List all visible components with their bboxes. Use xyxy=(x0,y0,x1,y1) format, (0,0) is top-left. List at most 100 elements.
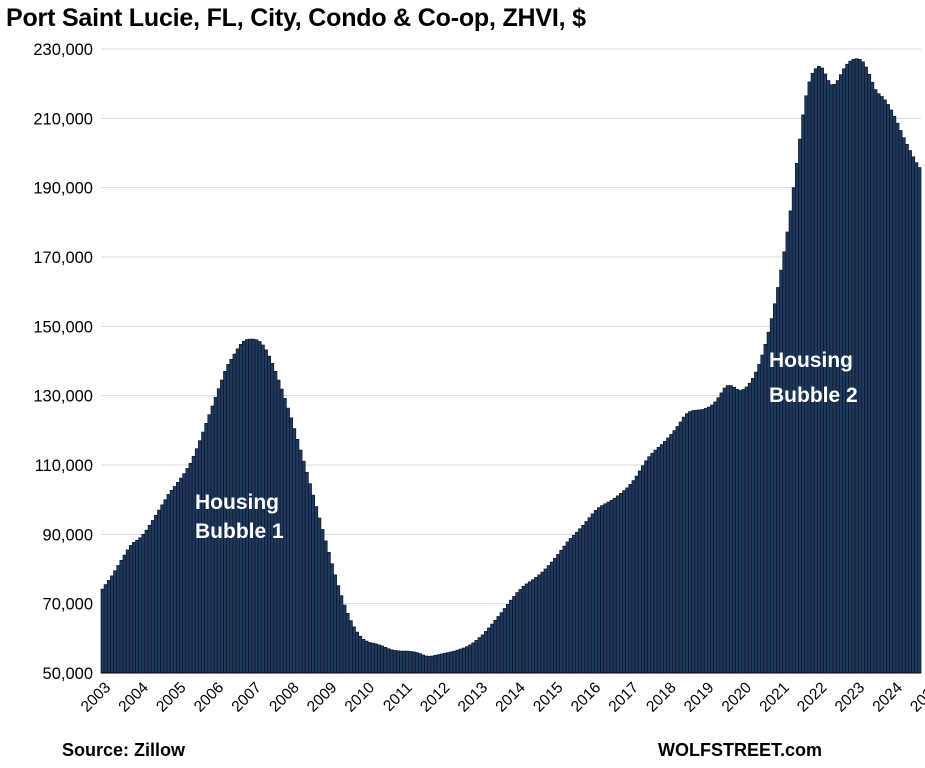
bar xyxy=(458,648,463,674)
bar xyxy=(408,651,413,674)
bar xyxy=(719,392,724,674)
bar xyxy=(788,210,793,674)
y-tick-label: 170,000 xyxy=(33,249,93,267)
bar xyxy=(103,584,108,674)
bar xyxy=(716,397,721,674)
bar xyxy=(838,74,843,674)
bar xyxy=(750,377,755,674)
bar xyxy=(732,387,736,674)
x-tick-label: 2004 xyxy=(115,679,152,716)
x-tick-label: 2021 xyxy=(756,679,792,715)
x-tick-label: 2010 xyxy=(342,679,379,716)
bar xyxy=(619,493,623,674)
bar xyxy=(226,364,231,674)
x-tick-label: 2003 xyxy=(78,679,114,715)
bar xyxy=(446,652,451,674)
bar xyxy=(776,287,780,674)
bar xyxy=(895,122,900,674)
bar xyxy=(163,499,168,674)
bar xyxy=(534,576,539,674)
x-tick-label: 2023 xyxy=(832,679,868,715)
bar xyxy=(348,620,353,674)
bar xyxy=(606,501,611,674)
bar xyxy=(609,500,614,674)
bar xyxy=(628,484,633,674)
bar xyxy=(515,592,520,674)
bar xyxy=(807,81,812,674)
bar xyxy=(650,452,655,674)
bar xyxy=(901,137,906,674)
bar xyxy=(634,475,639,674)
bar xyxy=(527,581,532,674)
x-tick-label: 2022 xyxy=(794,679,830,715)
bar xyxy=(128,545,133,674)
bar xyxy=(411,651,416,674)
bar xyxy=(502,608,507,674)
bar xyxy=(518,589,523,674)
y-tick-label: 230,000 xyxy=(33,41,93,59)
bar xyxy=(367,642,372,674)
bar xyxy=(282,398,287,674)
bar xyxy=(578,528,583,674)
bar xyxy=(295,439,300,674)
bar xyxy=(301,460,306,674)
bar xyxy=(892,115,897,674)
bar xyxy=(656,446,661,674)
bar xyxy=(358,635,363,674)
x-tick-label: 2017 xyxy=(606,679,642,715)
bar xyxy=(524,583,529,674)
bar xyxy=(543,568,548,674)
bar xyxy=(364,640,369,674)
y-tick-label: 90,000 xyxy=(43,526,93,544)
bar xyxy=(487,627,491,674)
bar xyxy=(185,468,190,674)
bar xyxy=(757,364,762,674)
bar xyxy=(647,456,652,674)
bar xyxy=(157,509,162,674)
bar xyxy=(308,483,312,674)
bar xyxy=(562,545,567,674)
bar xyxy=(593,510,598,674)
bar xyxy=(370,642,375,674)
bar xyxy=(710,404,714,674)
bar xyxy=(600,505,605,674)
bar xyxy=(760,354,765,674)
bar xyxy=(631,480,636,674)
bar xyxy=(499,612,504,674)
bar xyxy=(424,655,429,674)
bar xyxy=(917,167,922,674)
bar xyxy=(587,517,592,674)
bar xyxy=(886,104,890,674)
bar xyxy=(791,187,796,674)
y-tick-label: 190,000 xyxy=(33,180,93,198)
bar xyxy=(323,540,328,674)
bar xyxy=(697,409,702,674)
bar xyxy=(138,537,143,674)
bar xyxy=(509,599,513,674)
bar xyxy=(270,363,275,674)
bar xyxy=(333,574,337,674)
bar xyxy=(339,595,344,674)
bar xyxy=(320,529,325,674)
bar xyxy=(207,414,212,674)
bar xyxy=(615,495,620,674)
x-tick-label: 2011 xyxy=(380,679,416,715)
bar xyxy=(405,650,410,674)
x-tick-label: 2015 xyxy=(530,679,566,715)
bar xyxy=(465,646,469,674)
bar xyxy=(311,494,315,674)
x-tick-label: 2024 xyxy=(870,679,907,716)
bar xyxy=(728,385,733,674)
bar xyxy=(908,150,912,674)
bar xyxy=(565,541,570,674)
x-tick-label: 2025 xyxy=(907,679,925,715)
x-axis-labels: 2003 2004 2005 2006 2007 2008 2009 2010 2011 2012… xyxy=(78,679,925,716)
y-tick-label: 150,000 xyxy=(33,318,93,336)
bar xyxy=(879,96,884,674)
bar xyxy=(612,497,617,674)
bar xyxy=(380,645,385,674)
bar xyxy=(496,616,501,674)
bar xyxy=(326,552,331,674)
bar xyxy=(597,507,601,674)
